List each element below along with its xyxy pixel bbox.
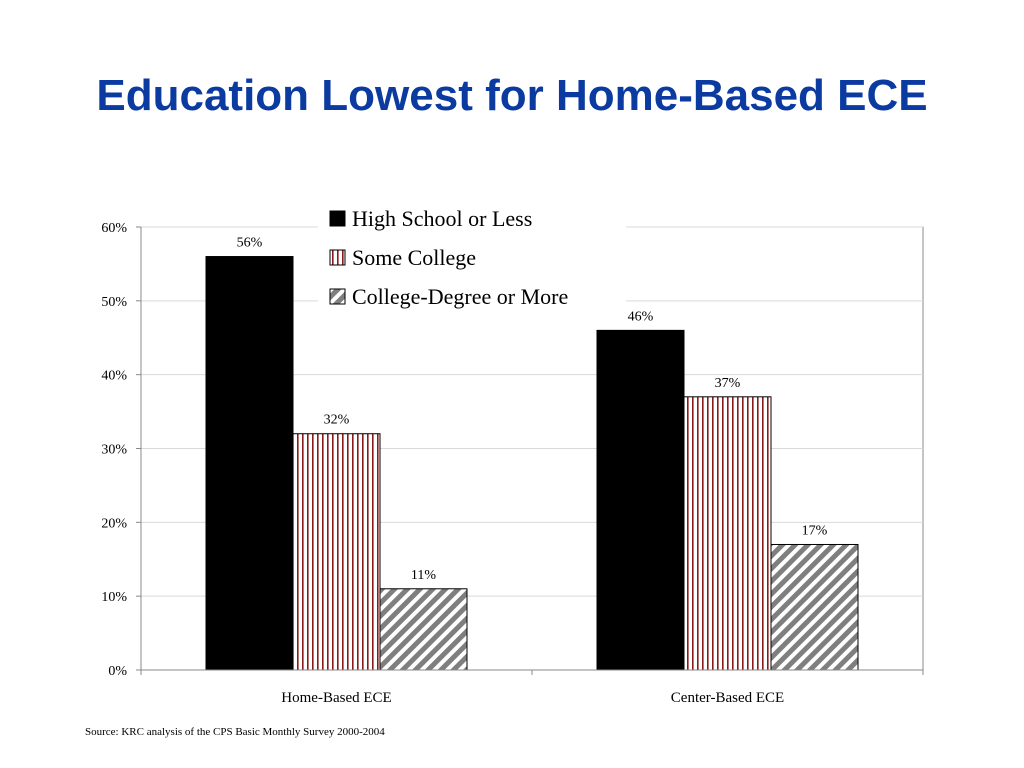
legend-label: College-Degree or More — [352, 284, 568, 309]
data-label: 37% — [715, 376, 741, 391]
bars — [205, 256, 859, 671]
source-note: Source: KRC analysis of the CPS Basic Mo… — [85, 726, 385, 738]
bar — [596, 329, 685, 671]
legend-swatch — [329, 249, 346, 266]
y-tick-label: 10% — [101, 590, 127, 605]
data-label: 17% — [802, 523, 828, 538]
y-tick-label: 30% — [101, 443, 127, 458]
bar — [205, 256, 294, 671]
bar — [292, 433, 381, 671]
slide-title: Education Lowest for Home-Based ECE — [96, 71, 928, 120]
y-tick-label: 50% — [101, 295, 127, 310]
legend: High School or Less Some College College-D… — [318, 200, 626, 318]
y-tick-label: 20% — [101, 516, 127, 531]
legend-swatch — [329, 288, 346, 305]
bar — [379, 588, 468, 671]
y-tick-label: 0% — [108, 664, 127, 679]
data-label: 32% — [324, 413, 350, 428]
data-labels: 56% 32% 11% 46% 37% 17% — [237, 236, 828, 583]
bar — [770, 543, 859, 671]
y-tick-label: 40% — [101, 369, 127, 384]
data-label: 11% — [411, 568, 436, 583]
legend-swatch — [329, 210, 346, 227]
data-label: 56% — [237, 236, 263, 251]
x-category-label: Home-Based ECE — [281, 690, 391, 706]
data-label: 46% — [628, 309, 654, 324]
legend-label: Some College — [352, 245, 476, 270]
axes: 0% 10% 20% 30% 40% 50% 60% Home-Based ECE Center… — [101, 221, 924, 706]
y-tick-label: 60% — [101, 221, 127, 236]
legend-label: High School or Less — [352, 206, 532, 231]
x-category-label: Center-Based ECE — [671, 690, 784, 706]
legend-box — [318, 200, 626, 318]
bar — [683, 396, 772, 671]
